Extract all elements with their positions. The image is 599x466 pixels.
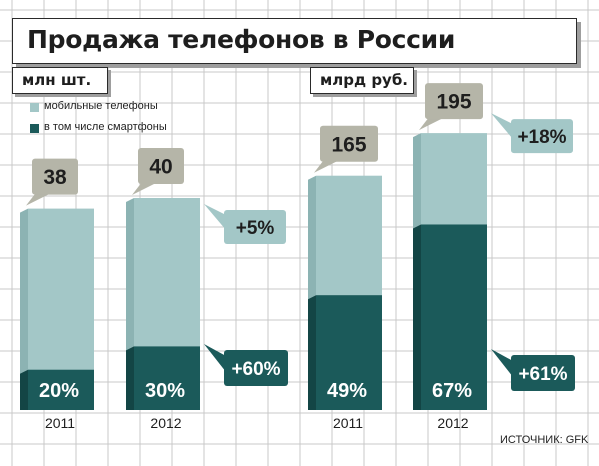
year-label-revenue-2012: 2012	[437, 415, 469, 431]
growth-total-revenue-pointer	[491, 113, 513, 140]
legend-swatch-smartphones	[30, 124, 39, 133]
bar-smartphones-units-2012	[134, 346, 200, 410]
growth-smart-units: +60%	[231, 359, 280, 380]
chart-title: Продажа телефонов в России	[27, 25, 456, 54]
growth-total-revenue: +18%	[517, 127, 566, 148]
share-label-units-2012: 30%	[145, 380, 185, 402]
value-label-units-2011-box	[32, 158, 78, 195]
value-label-units-2012-box	[138, 148, 184, 184]
unit-label-left-box: млн шт.	[12, 67, 108, 94]
bar-smartphones-units-2011	[28, 369, 94, 410]
value-label-revenue-2011-group: 165	[314, 125, 378, 173]
value-label-units-2011-group: 38	[26, 158, 78, 206]
value-label-units-2011: 38	[43, 166, 67, 189]
share-label-units-2011: 20%	[39, 380, 79, 402]
bar-side-units-2011	[20, 208, 28, 410]
growth-smart-units-group: +60%	[204, 344, 288, 386]
growth-smart-revenue-pointer	[491, 349, 513, 377]
bar-smartphones-revenue-2011	[316, 295, 382, 410]
bar-side-smart-units-2011	[20, 369, 28, 410]
share-label-revenue-2012: 67%	[432, 380, 472, 402]
value-label-revenue-2011-box	[320, 125, 378, 162]
value-label-units-2011-pointer	[26, 192, 52, 206]
bar-side-smart-revenue-2011	[308, 295, 316, 410]
value-label-revenue-2012: 195	[436, 91, 471, 114]
source-note: ИСТОЧНИК: GFK	[500, 434, 589, 446]
value-label-revenue-2011-pointer	[314, 159, 340, 173]
growth-total-revenue-group: +18%	[491, 113, 573, 154]
value-label-revenue-2012-box	[425, 83, 483, 120]
bar-smartphones-revenue-2012	[421, 224, 487, 410]
value-label-revenue-2012-pointer	[419, 117, 445, 131]
unit-label-right-box: млрд руб.	[310, 67, 414, 94]
growth-total-revenue-box	[511, 119, 573, 154]
growth-smart-units-box	[224, 350, 288, 386]
year-label-revenue-2011: 2011	[332, 415, 364, 431]
value-label-revenue-2012-group: 195	[419, 83, 483, 131]
chart-title-box: Продажа телефонов в России	[12, 18, 577, 64]
growth-total-units-box	[224, 210, 286, 244]
value-label-units-2012-group: 40	[132, 148, 184, 195]
year-label-units-2012: 2012	[150, 415, 182, 431]
unit-label-right: млрд руб.	[320, 71, 409, 89]
growth-smart-units-pointer	[204, 344, 226, 372]
value-label-units-2012-pointer	[132, 182, 158, 195]
growth-smart-revenue-group: +61%	[491, 349, 575, 391]
bar-side-smart-units-2012	[126, 346, 134, 410]
growth-total-units-pointer	[204, 204, 226, 230]
year-label-units-2011: 2011	[44, 415, 76, 431]
legend-swatch-phones	[30, 103, 39, 112]
value-label-revenue-2011: 165	[331, 133, 366, 156]
growth-total-units: +5%	[236, 218, 275, 239]
unit-label-left: млн шт.	[22, 71, 92, 89]
bar-side-smart-revenue-2012	[413, 224, 421, 410]
legend-label-phones: мобильные телефоны	[44, 100, 158, 112]
legend-label-smartphones: в том числе смартфоны	[44, 121, 167, 133]
growth-total-units-group: +5%	[204, 204, 286, 244]
growth-smart-revenue-box	[511, 355, 575, 391]
share-label-revenue-2011: 49%	[327, 380, 367, 402]
value-label-units-2012: 40	[149, 156, 172, 179]
growth-smart-revenue: +61%	[518, 364, 567, 385]
